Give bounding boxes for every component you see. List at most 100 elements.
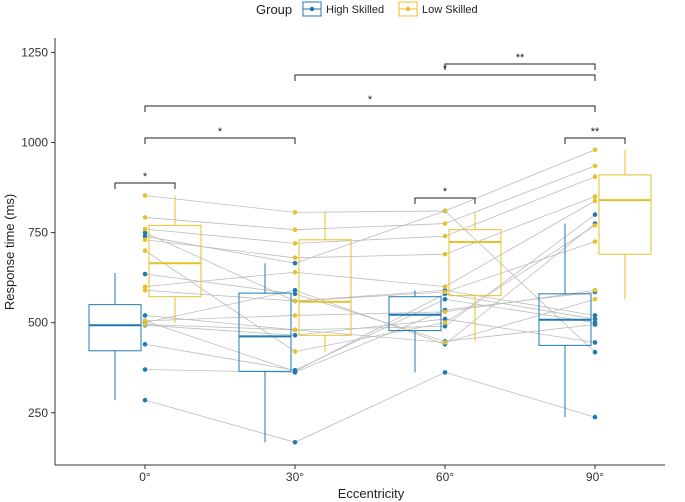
data-point <box>592 296 598 302</box>
x-axis-title: Eccentricity <box>338 486 405 501</box>
data-point <box>592 322 598 327</box>
data-point <box>142 284 148 289</box>
data-point <box>592 414 598 420</box>
data-point <box>142 226 148 232</box>
data-point <box>142 230 148 235</box>
y-tick-label: 500 <box>28 316 48 330</box>
y-tick-label: 1250 <box>21 45 48 59</box>
data-point <box>442 289 448 295</box>
x-tick-label: 90° <box>586 470 604 484</box>
participant-line <box>144 298 596 371</box>
significance-label: * <box>143 171 148 183</box>
participant-line <box>144 232 596 316</box>
x-tick-label: 30° <box>286 470 304 484</box>
data-point <box>592 313 598 318</box>
significance-label: * <box>443 186 448 198</box>
data-point <box>292 327 298 333</box>
data-point <box>142 193 148 198</box>
participant-line <box>144 200 596 288</box>
data-point <box>142 287 148 293</box>
significance-bracket <box>294 74 596 81</box>
participant-line <box>144 289 596 322</box>
data-point <box>442 340 448 345</box>
data-point <box>592 174 598 180</box>
participant-line <box>144 210 596 353</box>
box-iqr <box>448 229 502 297</box>
data-point <box>442 251 448 257</box>
data-point <box>592 163 598 169</box>
x-tick-label: 60° <box>436 470 454 484</box>
participant-line <box>144 273 596 342</box>
data-point <box>292 287 298 293</box>
data-point <box>292 298 298 304</box>
data-point <box>292 349 298 354</box>
legend-title: Group <box>256 2 292 17</box>
data-point <box>592 147 598 153</box>
participant-line <box>144 165 596 231</box>
data-point <box>442 296 448 302</box>
legend-label-high-skilled: High Skilled <box>326 4 384 16</box>
significance-bracket <box>564 137 626 144</box>
data-point <box>442 320 448 325</box>
participant-line <box>144 318 596 343</box>
data-point <box>292 291 298 297</box>
data-point <box>142 215 148 220</box>
participant-line <box>144 149 596 213</box>
data-point <box>142 397 148 403</box>
data-point <box>592 316 598 322</box>
data-point <box>592 212 598 217</box>
data-point <box>292 439 298 445</box>
data-point <box>592 223 598 228</box>
data-point <box>142 237 148 243</box>
data-point <box>292 332 298 338</box>
data-point <box>292 210 298 215</box>
participant-line <box>144 298 596 343</box>
participant-line <box>144 223 596 345</box>
data-point <box>292 269 298 275</box>
box-iqr <box>598 174 652 255</box>
box-iqr <box>88 304 142 352</box>
data-point <box>442 284 448 289</box>
x-tick-label: 0° <box>139 470 151 484</box>
data-point <box>142 233 148 239</box>
data-point <box>142 313 148 318</box>
participant-line <box>144 214 596 331</box>
data-point <box>592 340 598 345</box>
box-iqr <box>298 239 352 336</box>
data-point <box>442 233 448 239</box>
box-iqr <box>238 292 292 372</box>
data-point <box>592 349 598 355</box>
significance-bracket <box>144 105 596 112</box>
data-point <box>442 221 448 226</box>
legend-item-high-skilled: High Skilled <box>302 1 384 17</box>
data-point <box>142 341 148 347</box>
data-point <box>142 248 148 253</box>
legend: Group High Skilled Low Skilled <box>256 1 478 17</box>
data-point <box>592 194 598 199</box>
participant-line <box>144 176 596 244</box>
y-tick-label: 250 <box>28 406 48 420</box>
y-tick-label: 1000 <box>21 135 48 149</box>
data-points <box>142 147 598 445</box>
significance-label: ** <box>516 52 525 64</box>
data-point <box>292 370 298 375</box>
data-point <box>442 323 448 329</box>
significance-label: * <box>368 94 373 106</box>
data-point <box>142 367 148 372</box>
participant-line <box>144 196 596 259</box>
participant-line <box>144 241 596 302</box>
participant-line <box>144 293 596 372</box>
x-ticks: 0° 30° 60° 90° <box>139 465 604 484</box>
y-ticks: 250 500 750 1000 1250 <box>21 45 55 420</box>
data-point <box>142 322 148 327</box>
legend-item-low-skilled: Low Skilled <box>398 1 478 17</box>
data-point <box>442 370 448 375</box>
data-point <box>442 309 448 315</box>
data-point <box>142 271 148 277</box>
pair-lines <box>144 149 596 443</box>
y-tick-label: 750 <box>28 226 48 240</box>
data-point <box>292 255 298 261</box>
data-point <box>292 241 298 246</box>
significance-bracket <box>144 137 296 144</box>
